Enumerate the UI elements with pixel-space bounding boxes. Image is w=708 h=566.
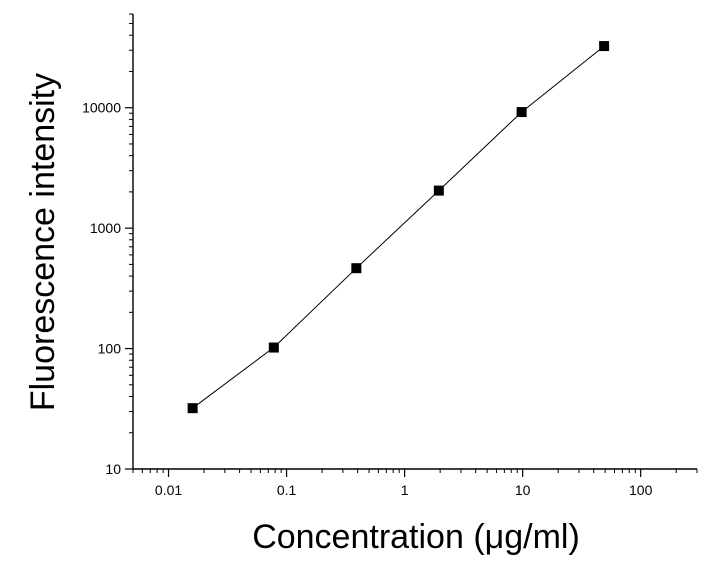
x-tick-label: 0.01: [155, 482, 182, 498]
data-point: [268, 342, 279, 353]
y-tick-label: 10000: [82, 100, 121, 116]
data-point: [599, 41, 610, 52]
x-tick-label: 100: [629, 482, 653, 498]
data-point: [187, 403, 198, 414]
series-line: [192, 45, 605, 409]
data-point: [351, 263, 362, 274]
x-tick-label: 1: [401, 482, 409, 498]
x-axis-title: Concentration (μg/ml): [252, 518, 580, 556]
plot-area: 0.01 0.1 1 10 100 10 100 1000 10000: [82, 13, 698, 498]
data-point: [516, 107, 527, 118]
y-tick-label: 100: [98, 341, 122, 357]
y-tick-label: 10: [105, 461, 121, 477]
y-axis-title: Fluorescence intensity: [24, 73, 62, 411]
x-tick-label: 0.1: [277, 482, 297, 498]
x-tick-label: 10: [515, 482, 531, 498]
y-tick-label: 1000: [90, 220, 121, 236]
data-point: [433, 185, 444, 196]
